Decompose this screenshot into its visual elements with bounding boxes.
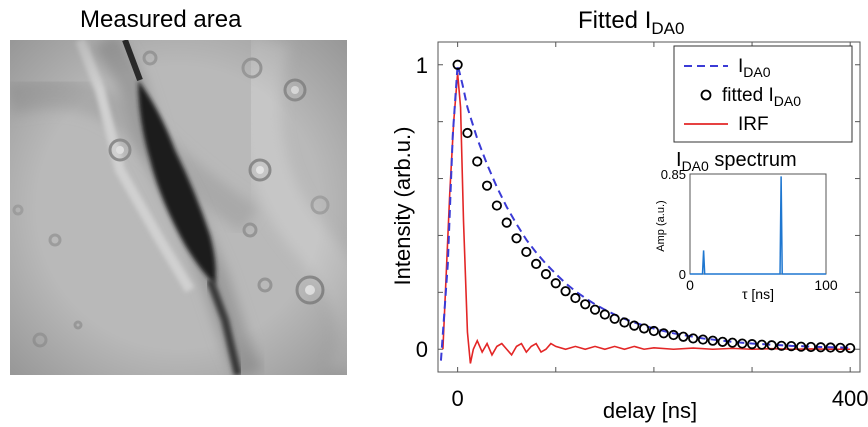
fitted-point xyxy=(629,320,640,331)
fitted-point xyxy=(531,258,542,269)
inset-ticks: 0 0.85 0 100 xyxy=(661,167,838,293)
x-tick-label: 400 xyxy=(832,386,868,411)
fitted-point xyxy=(638,323,650,334)
legend: IDA0 fitted IDA0 IRF xyxy=(673,45,853,143)
fitted-point xyxy=(589,304,601,315)
fitted-point xyxy=(756,339,767,350)
fitted-point xyxy=(727,337,738,348)
microscope-image-drawing xyxy=(10,40,347,375)
inset-frame xyxy=(689,173,827,275)
fitted-point xyxy=(776,340,787,351)
legend-irf-label: IRF xyxy=(738,114,769,135)
microscope-image xyxy=(10,40,347,375)
legend-fitted-label: fitted IDA0 xyxy=(722,85,801,109)
inset-y-label: Amp (a.u.) xyxy=(655,200,667,251)
y-tick-label: 1 xyxy=(416,53,428,78)
legend-box xyxy=(673,45,853,143)
legend-fitted-swatch xyxy=(700,89,712,101)
legend-ida0-label: IDA0 xyxy=(738,56,771,80)
fitted-point xyxy=(697,334,709,345)
fitted-point xyxy=(825,342,836,353)
fitted-point xyxy=(560,286,571,297)
fitted-point xyxy=(570,292,581,304)
fitted-point xyxy=(472,156,483,167)
fitted-point xyxy=(746,339,758,350)
fitted-point xyxy=(786,341,797,352)
inset-series xyxy=(690,176,826,275)
fitted-point xyxy=(796,341,807,352)
fitted-point xyxy=(550,278,561,289)
measured-area-title: Measured area xyxy=(80,6,242,33)
fitted-point xyxy=(511,233,522,244)
fitted-point xyxy=(717,336,728,347)
fitted-point xyxy=(658,328,669,339)
fitted-point xyxy=(648,325,660,337)
inset-title: IDA0 spectrum xyxy=(676,149,797,174)
fitted-point xyxy=(540,269,552,280)
fitted-point xyxy=(481,180,493,191)
fitted-point xyxy=(521,246,532,258)
fitted-point xyxy=(462,127,473,139)
inset-x-tick-label: 100 xyxy=(814,277,838,293)
inset-y-tick-label: 0 xyxy=(679,267,686,282)
fitted-point xyxy=(737,338,748,349)
axis-ticks: 0 1 0 400 xyxy=(416,42,868,411)
fitted-point xyxy=(678,331,689,342)
y-axis-label: Intensity (arb.u.) xyxy=(390,127,415,286)
fitted-point xyxy=(766,340,777,351)
fitted-point xyxy=(815,342,826,353)
fitted-point xyxy=(599,309,610,320)
inset-x-label: τ [ns] xyxy=(742,286,774,302)
chart-title: Fitted IDA0 xyxy=(578,7,684,38)
fitted-point xyxy=(668,329,679,341)
x-tick-label: 0 xyxy=(452,386,464,411)
fitted-point xyxy=(688,333,699,344)
fitted-point xyxy=(491,200,502,211)
fitted-point xyxy=(580,299,591,310)
fitted-point xyxy=(707,335,718,346)
fitted-point xyxy=(609,313,620,324)
inset-y-tick-label: 0.85 xyxy=(661,167,686,182)
inset-spectrum-line xyxy=(690,176,826,275)
fitted-point xyxy=(835,342,846,353)
fitted-point xyxy=(805,341,817,353)
series-layer xyxy=(439,59,856,364)
inset-spectrum: IDA0 spectrum Amp (a.u.) τ [ns] 0 0.85 0 10… xyxy=(655,149,838,302)
fitted-point xyxy=(845,343,856,354)
fitted-point xyxy=(619,317,630,328)
y-tick-label: 0 xyxy=(416,337,428,362)
x-axis-label: delay [ns] xyxy=(603,398,697,423)
fitted-point xyxy=(452,59,463,70)
irf-line xyxy=(442,73,851,364)
inset-x-tick-label: 0 xyxy=(686,277,694,293)
plot-frame xyxy=(437,41,861,373)
fitted-point xyxy=(501,217,512,228)
